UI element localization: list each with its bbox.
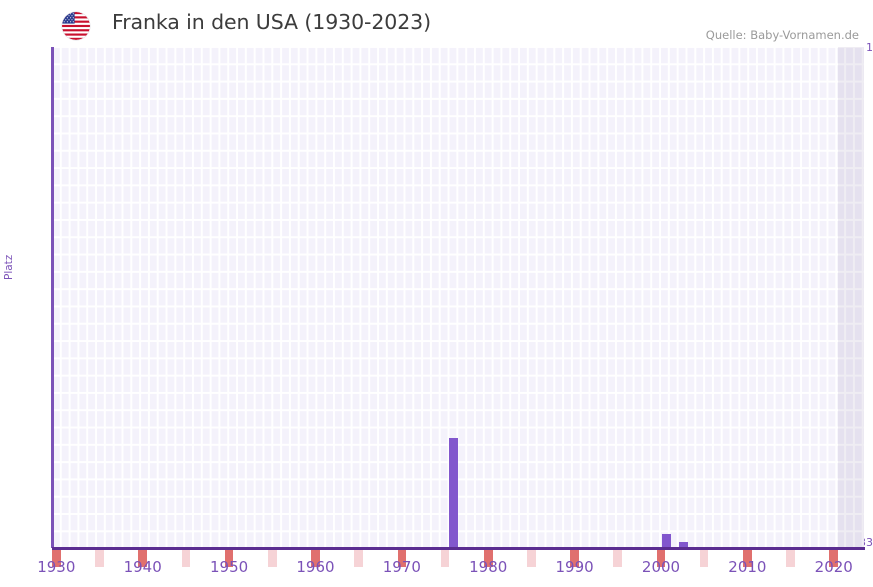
x-tick-mark-1940 [138, 550, 147, 567]
x-tick-mark-1985 [527, 550, 536, 567]
x-tick-mark-1975 [440, 550, 450, 567]
x-axis-label-1970: 1970 [382, 558, 421, 576]
x-tick-mark-1930 [52, 550, 61, 567]
x-tick-mark-1995 [613, 550, 623, 567]
x-tick-mark-2015 [786, 550, 795, 567]
x-axis-line [52, 547, 865, 550]
x-tick-mark-1960 [311, 550, 320, 567]
x-tick-mark-2005 [699, 550, 709, 567]
x-tick-mark-1970 [397, 550, 407, 567]
x-axis-label-2010: 2010 [728, 558, 767, 576]
x-tick-mark-1935 [95, 550, 104, 567]
x-tick-mark-1965 [354, 550, 363, 567]
x-tick-mark-1950 [224, 550, 234, 567]
x-tick-mark-1980 [483, 550, 493, 567]
bar-2004[interactable] [662, 534, 671, 548]
y-axis-tick-top: 1 [866, 41, 873, 54]
x-axis-label-1990: 1990 [555, 558, 594, 576]
chart-header: Franka in den USA (1930-2023) Quelle: Ba… [0, 0, 873, 44]
x-tick-mark-2000 [656, 550, 666, 567]
bar-1978[interactable] [449, 438, 458, 548]
x-tick-mark-1945 [181, 550, 191, 567]
bar-2006[interactable] [679, 542, 688, 548]
chart-title: Franka in den USA (1930-2023) [112, 10, 431, 34]
x-axis-label-2020: 2020 [814, 558, 853, 576]
x-axis-label-1980: 1980 [469, 558, 508, 576]
grid-lines [52, 47, 864, 548]
shaded-future-region [838, 47, 864, 548]
x-axis-label-1930: 1930 [37, 558, 76, 576]
x-axis-label-1940: 1940 [123, 558, 162, 576]
us-flag-icon [62, 12, 90, 40]
x-axis-label-1960: 1960 [296, 558, 335, 576]
y-axis-title: Platz [3, 254, 15, 280]
plot-area [52, 47, 864, 548]
x-tick-mark-2020 [829, 550, 839, 567]
source-attribution: Quelle: Baby-Vornamen.de [705, 28, 859, 42]
x-tick-mark-1955 [267, 550, 277, 567]
y-axis-line [51, 47, 54, 548]
x-tick-mark-1990 [570, 550, 579, 567]
x-axis-label-2000: 2000 [641, 558, 681, 576]
x-tick-mark-2010 [743, 550, 752, 567]
x-axis-label-1950: 1950 [209, 558, 249, 576]
